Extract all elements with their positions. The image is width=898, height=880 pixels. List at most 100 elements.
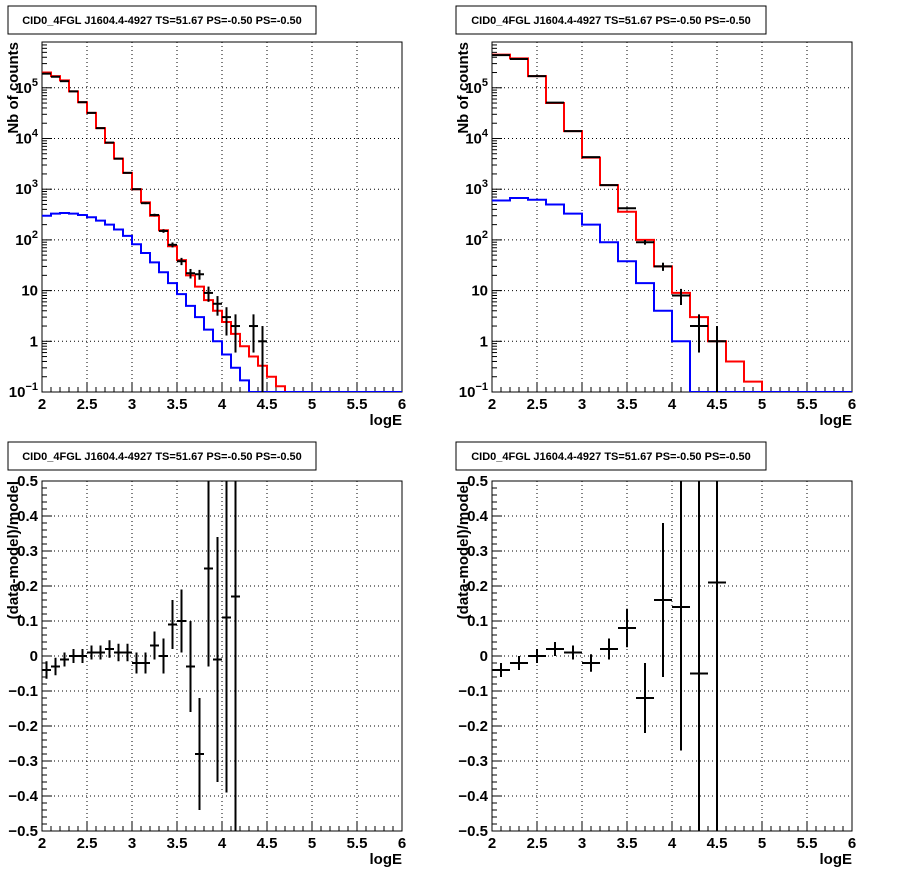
data-point: [618, 609, 636, 648]
data-point: [141, 202, 150, 204]
x-tick-label: 5.5: [347, 835, 368, 852]
y-axis-label: Nb of counts: [455, 42, 472, 134]
y-tick-exponent: 4: [32, 127, 39, 139]
y-tick-label: −0.3: [8, 753, 38, 770]
data-point: [222, 481, 231, 793]
x-tick-label: 4.5: [707, 835, 728, 852]
y-tick-label: −0.1: [458, 683, 488, 700]
data-point: [510, 656, 528, 670]
data-point: [42, 661, 51, 679]
data-point: [213, 296, 222, 316]
data-point: [258, 326, 267, 392]
data-point: [132, 653, 141, 674]
data-point: [114, 158, 123, 159]
data-point: [195, 270, 204, 280]
y-tick-exponent: 5: [32, 77, 38, 89]
x-tick-label: 3.5: [617, 835, 638, 852]
x-tick-label: 2.5: [77, 396, 98, 413]
y-tick-label: −0.4: [458, 788, 488, 805]
chart-title: CID0_4FGL J1604.4-4927 TS=51.67 PS=-0.50…: [22, 15, 302, 27]
data-point: [150, 632, 159, 660]
data-point: [690, 314, 708, 352]
x-axis-label: logE: [820, 412, 853, 429]
x-tick-label: 5: [758, 835, 766, 852]
data-point: [60, 653, 69, 667]
x-tick-label: 2.5: [527, 396, 548, 413]
data-point: [186, 269, 195, 279]
y-tick-exponent: 2: [482, 229, 488, 241]
data-point: [69, 649, 78, 663]
y-tick-label: −0.5: [458, 823, 488, 840]
data-point: [213, 537, 222, 782]
x-tick-label: 6: [848, 835, 856, 852]
x-tick-label: 3: [128, 835, 136, 852]
data-point: [654, 523, 672, 677]
y-tick-label: −0.2: [8, 718, 38, 735]
data-point: [51, 658, 60, 676]
y-tick-label: 10−1: [459, 381, 488, 401]
data-point: [564, 646, 582, 660]
x-tick-label: 2: [38, 835, 46, 852]
plot-area: [492, 481, 726, 831]
x-tick-label: 2: [38, 396, 46, 413]
data-point: [708, 326, 726, 392]
x-axis-label: logE: [370, 851, 403, 868]
chart-title: CID0_4FGL J1604.4-4927 TS=51.67 PS=-0.50…: [471, 15, 751, 27]
data-point: [168, 600, 177, 649]
y-tick-label: 1: [30, 333, 38, 350]
x-tick-label: 5.5: [797, 835, 818, 852]
x-tick-label: 5.5: [797, 396, 818, 413]
y-tick-label: 10: [21, 283, 38, 300]
x-tick-label: 2: [488, 396, 496, 413]
y-tick-label: −0.1: [8, 683, 38, 700]
data-point: [195, 698, 204, 810]
data-point: [177, 590, 186, 653]
x-tick-label: 2.5: [527, 835, 548, 852]
data-point: [249, 314, 258, 352]
x-tick-label: 4: [668, 835, 677, 852]
data-point: [123, 644, 132, 662]
data-point: [654, 263, 672, 271]
y-tick-label: 10: [471, 283, 488, 300]
x-axis-label: logE: [370, 412, 403, 429]
x-tick-label: 4.5: [257, 396, 278, 413]
chart-title: CID0_4FGL J1604.4-4927 TS=51.67 PS=-0.50…: [22, 451, 302, 463]
data-point: [672, 289, 690, 305]
x-tick-label: 6: [398, 396, 406, 413]
y-tick-label: 103: [465, 178, 488, 198]
y-axis-label: (data-model)/model: [455, 481, 472, 619]
x-tick-label: 3.5: [167, 835, 188, 852]
data-point: [546, 642, 564, 656]
data-point: [114, 644, 123, 662]
chart-title: CID0_4FGL J1604.4-4927 TS=51.67 PS=-0.50…: [471, 451, 751, 463]
data-point: [87, 646, 96, 660]
data-point: [636, 663, 654, 733]
chart-panel-bottom-right: CID0_4FGL J1604.4-4927 TS=51.67 PS=-0.50…: [455, 442, 856, 868]
y-tick-label: −0.3: [458, 753, 488, 770]
chart-panel-top-left: CID0_4FGL J1604.4-4927 TS=51.67 PS=-0.50…: [5, 6, 406, 429]
x-tick-label: 2.5: [77, 835, 98, 852]
x-tick-label: 4: [668, 396, 677, 413]
x-tick-label: 5: [308, 835, 316, 852]
x-tick-label: 3: [578, 396, 586, 413]
data-point: [582, 654, 600, 672]
x-tick-label: 4: [218, 396, 227, 413]
chart-panel-top-right: CID0_4FGL J1604.4-4927 TS=51.67 PS=-0.50…: [455, 6, 856, 429]
data-point: [105, 640, 114, 658]
y-tick-label: 10−1: [9, 381, 38, 401]
y-tick-exponent: 4: [482, 127, 489, 139]
y-tick-base: 10: [465, 181, 482, 198]
data-point: [618, 207, 636, 209]
y-axis-label: Nb of counts: [5, 42, 22, 134]
data-point: [204, 481, 213, 667]
x-tick-label: 5: [758, 396, 766, 413]
data-point: [159, 639, 168, 674]
x-tick-label: 3.5: [167, 396, 188, 413]
y-tick-label: −0.2: [458, 718, 488, 735]
y-tick-label: −0.5: [8, 823, 38, 840]
data-point: [96, 646, 105, 660]
plot-area: [42, 73, 402, 392]
data-point: [708, 481, 726, 831]
y-tick-exponent: 3: [32, 178, 38, 190]
